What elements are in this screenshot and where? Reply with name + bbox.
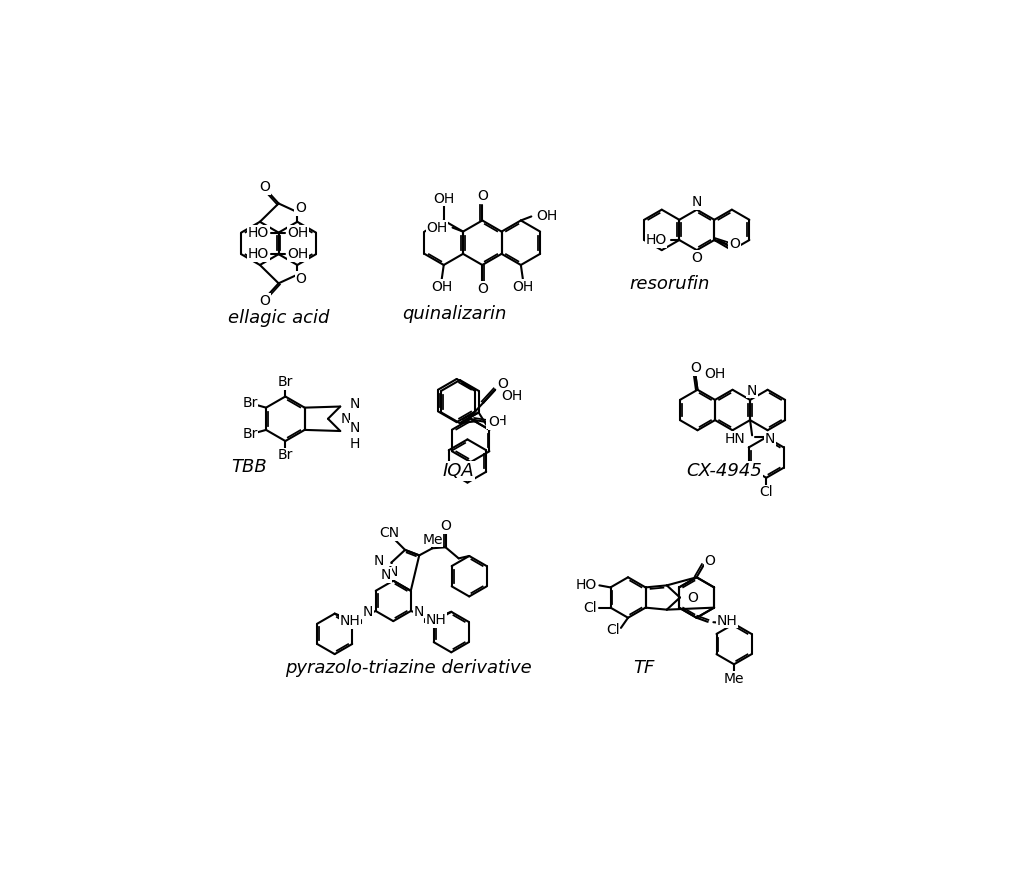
Text: HO: HO (248, 226, 269, 240)
Text: HN: HN (724, 432, 745, 446)
Text: OH: OH (512, 279, 534, 293)
Text: CN: CN (380, 526, 399, 540)
Text: HO: HO (645, 233, 667, 247)
Text: N: N (374, 555, 384, 569)
Text: O: O (691, 251, 702, 265)
Text: O: O (477, 282, 487, 296)
Text: OH: OH (501, 389, 522, 403)
Text: N: N (691, 195, 702, 209)
Text: OH: OH (537, 209, 558, 223)
Text: N: N (349, 398, 360, 412)
Text: O: O (440, 519, 451, 533)
Text: NH: NH (486, 414, 508, 428)
Text: HO: HO (577, 578, 597, 592)
Text: OH: OH (288, 247, 308, 261)
Text: quinalizarin: quinalizarin (401, 305, 506, 323)
Text: O: O (729, 237, 740, 251)
Text: IQA: IQA (442, 462, 474, 480)
Text: Br: Br (278, 449, 293, 463)
Text: pyrazolo-triazine derivative: pyrazolo-triazine derivative (286, 660, 532, 677)
Text: N: N (388, 565, 398, 579)
Text: O: O (477, 189, 487, 203)
Text: NH: NH (716, 614, 737, 628)
Text: Br: Br (278, 375, 293, 389)
Text: NH: NH (339, 614, 360, 628)
Text: Br: Br (243, 427, 258, 442)
Text: O: O (488, 415, 500, 429)
Text: N: N (381, 568, 391, 582)
Text: TBB: TBB (231, 458, 267, 477)
Text: Me: Me (724, 672, 744, 686)
Text: N: N (340, 412, 350, 426)
Text: N: N (765, 433, 775, 447)
Text: Cl: Cl (760, 485, 773, 499)
Text: O: O (296, 272, 306, 286)
Text: ellagic acid: ellagic acid (228, 308, 330, 327)
Text: O: O (705, 555, 715, 569)
Text: CX-4945: CX-4945 (687, 462, 763, 480)
Text: Br: Br (243, 396, 258, 410)
Text: NH: NH (426, 613, 446, 627)
Text: O: O (295, 201, 306, 215)
Text: O: O (498, 377, 508, 391)
Text: Cl: Cl (606, 624, 620, 638)
Text: O: O (690, 361, 700, 375)
Text: OH: OH (705, 367, 726, 381)
Text: resorufin: resorufin (630, 275, 710, 293)
Text: OH: OH (433, 192, 455, 206)
Text: Cl: Cl (583, 601, 597, 615)
Text: N: N (362, 605, 373, 619)
Text: OH: OH (426, 221, 447, 235)
Text: N
H: N H (349, 420, 360, 451)
Text: OH: OH (288, 226, 308, 240)
Text: O: O (259, 180, 270, 194)
Text: O: O (687, 590, 698, 604)
Text: N: N (414, 605, 424, 619)
Text: HO: HO (248, 247, 269, 261)
Text: TF: TF (633, 660, 654, 677)
Text: Me: Me (422, 533, 442, 547)
Text: N: N (746, 384, 758, 398)
Text: O: O (259, 293, 270, 307)
Text: OH: OH (431, 279, 453, 293)
